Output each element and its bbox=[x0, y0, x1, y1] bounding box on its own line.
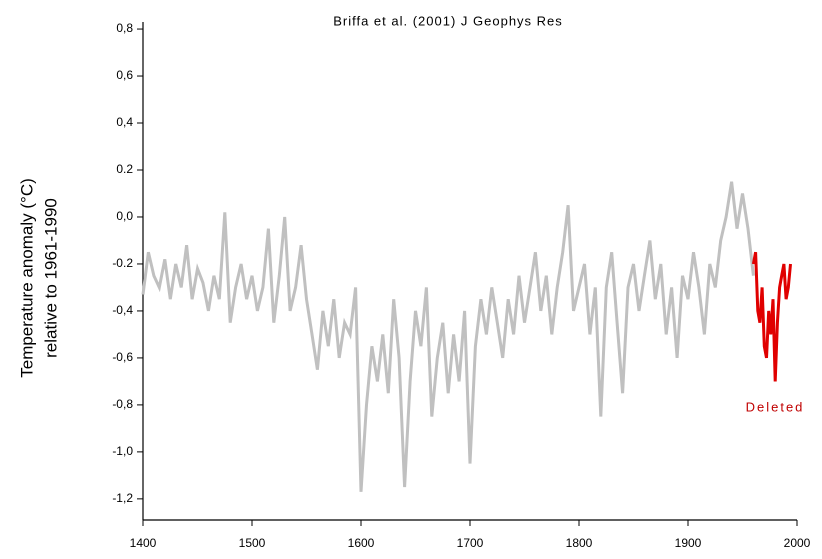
x-tick-label: 1700 bbox=[457, 536, 484, 550]
y-tick-label: 0,4 bbox=[116, 115, 133, 129]
line bbox=[141, 181, 755, 492]
x-tick-label: 1900 bbox=[675, 536, 702, 550]
y-tick-label: 0,8 bbox=[116, 21, 133, 35]
chart-title: Briffa et al. (2001) J Geophys Res bbox=[333, 13, 563, 28]
x-tick-label: 1800 bbox=[566, 536, 593, 550]
y-tick-label: -0.2 bbox=[112, 256, 133, 270]
y-axis-label: Temperature anomaly (°C) bbox=[17, 178, 36, 378]
y-tick-label: -1,0 bbox=[112, 444, 133, 458]
x-tick-label: 1500 bbox=[239, 536, 266, 550]
annotation: Deleted bbox=[746, 399, 805, 414]
x-tick-label: 2000 bbox=[784, 536, 811, 550]
y-tick-label: -0,4 bbox=[112, 303, 133, 317]
y-tick-label: 0,6 bbox=[116, 68, 133, 82]
y-tick-label: 0.2 bbox=[116, 162, 133, 176]
y-tick-label: -0,6 bbox=[112, 350, 133, 364]
y-tick-label: 0,0 bbox=[116, 209, 133, 223]
y-tick-label: -0,8 bbox=[112, 397, 133, 411]
x-tick-label: 1600 bbox=[348, 536, 375, 550]
y-axis-label: relative to 1961-1990 bbox=[41, 198, 60, 358]
y-tick-label: -1,2 bbox=[112, 491, 133, 505]
line bbox=[751, 251, 792, 382]
x-tick-label: 1400 bbox=[130, 536, 157, 550]
